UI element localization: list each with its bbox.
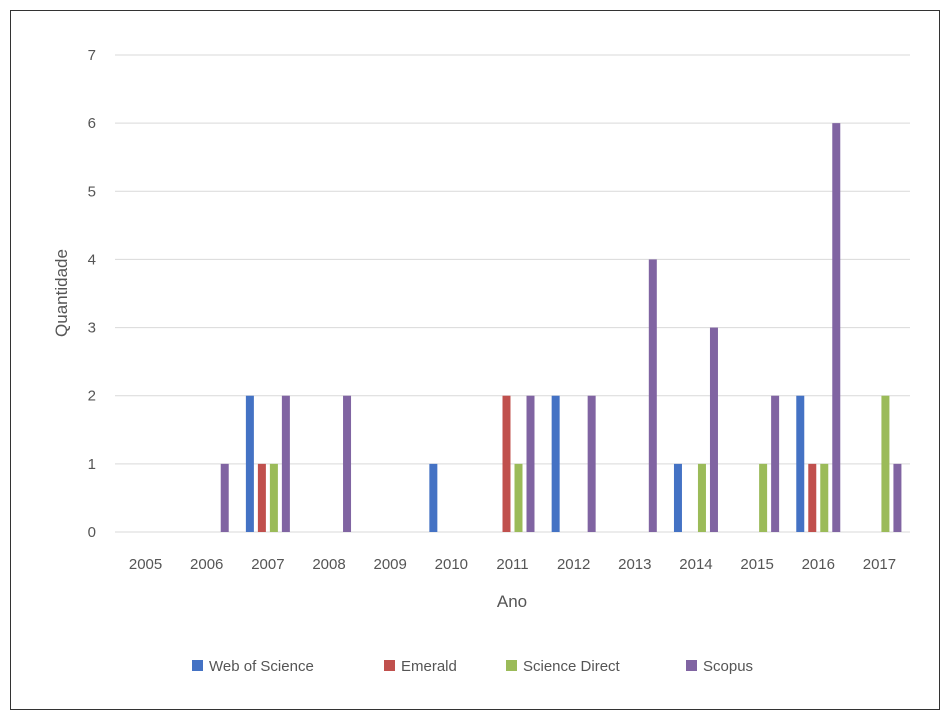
gridlines bbox=[115, 54, 910, 533]
y-axis-title: Quantidade bbox=[52, 249, 71, 337]
bar-scopus-2013 bbox=[648, 259, 657, 532]
bar-science-direct-2007 bbox=[269, 463, 278, 532]
y-tick-label: 5 bbox=[88, 183, 96, 200]
legend-label: Web of Science bbox=[209, 658, 314, 675]
bar-science-direct-2015 bbox=[759, 463, 768, 532]
x-tick-label: 2010 bbox=[435, 556, 468, 573]
bar-emerald-2011 bbox=[502, 395, 511, 532]
legend-label: Science Direct bbox=[523, 658, 621, 675]
bar-science-direct-2011 bbox=[514, 463, 523, 532]
legend-swatch bbox=[506, 660, 517, 671]
bar-emerald-2016 bbox=[808, 463, 817, 532]
y-tick-label: 3 bbox=[88, 320, 96, 337]
bar-scopus-2017 bbox=[893, 463, 902, 532]
y-tick-label: 2 bbox=[88, 388, 96, 405]
y-tick-label: 7 bbox=[88, 47, 96, 64]
legend-swatch bbox=[384, 660, 395, 671]
bar-web-of-science-2007 bbox=[245, 395, 254, 532]
x-tick-label: 2013 bbox=[618, 556, 651, 573]
legend-swatch bbox=[686, 660, 697, 671]
y-tick-label: 0 bbox=[88, 524, 96, 541]
x-tick-label: 2017 bbox=[863, 556, 896, 573]
legend-label: Emerald bbox=[401, 658, 457, 675]
bar-science-direct-2016 bbox=[820, 463, 829, 532]
bar-emerald-2007 bbox=[257, 463, 266, 532]
x-tick-label: 2006 bbox=[190, 556, 223, 573]
bar-web-of-science-2014 bbox=[673, 463, 682, 532]
x-axis-title: Ano bbox=[497, 592, 527, 611]
chart-frame bbox=[10, 10, 940, 710]
x-axis-ticks: 2005 2006 2007 2008 2009 2010 2011 2012 2013 2014… bbox=[129, 556, 896, 573]
bar-web-of-science-2010 bbox=[429, 463, 438, 532]
bar-web-of-science-2012 bbox=[551, 395, 560, 532]
y-tick-label: 1 bbox=[88, 456, 96, 473]
bar-scopus-2012 bbox=[587, 395, 596, 532]
y-tick-label: 4 bbox=[88, 251, 96, 268]
x-tick-label: 2014 bbox=[679, 556, 712, 573]
x-tick-label: 2007 bbox=[251, 556, 284, 573]
bar-scopus-2015 bbox=[771, 395, 780, 532]
y-tick-label: 6 bbox=[88, 115, 96, 132]
x-tick-label: 2012 bbox=[557, 556, 590, 573]
x-tick-label: 2009 bbox=[374, 556, 407, 573]
legend: Web of Science Emerald Science Direct Scopu… bbox=[192, 658, 753, 675]
bar-science-direct-2014 bbox=[697, 463, 706, 532]
bar-scopus-2014 bbox=[709, 327, 718, 532]
bar-science-direct-2017 bbox=[881, 395, 890, 532]
x-tick-label: 2008 bbox=[312, 556, 345, 573]
bars bbox=[220, 123, 902, 533]
bar-scopus-2011 bbox=[526, 395, 535, 532]
x-tick-label: 2016 bbox=[802, 556, 835, 573]
y-axis-ticks: 0 1 2 3 4 5 6 7 bbox=[88, 47, 96, 541]
legend-swatch bbox=[192, 660, 203, 671]
bar-scopus-2008 bbox=[343, 395, 352, 532]
legend-label: Scopus bbox=[703, 658, 753, 675]
x-tick-label: 2011 bbox=[496, 556, 528, 573]
bar-scopus-2016 bbox=[832, 123, 841, 533]
x-tick-label: 2015 bbox=[740, 556, 773, 573]
bar-web-of-science-2016 bbox=[796, 395, 805, 532]
x-tick-label: 2005 bbox=[129, 556, 162, 573]
bar-scopus-2006 bbox=[220, 463, 229, 532]
bar-scopus-2007 bbox=[281, 395, 290, 532]
